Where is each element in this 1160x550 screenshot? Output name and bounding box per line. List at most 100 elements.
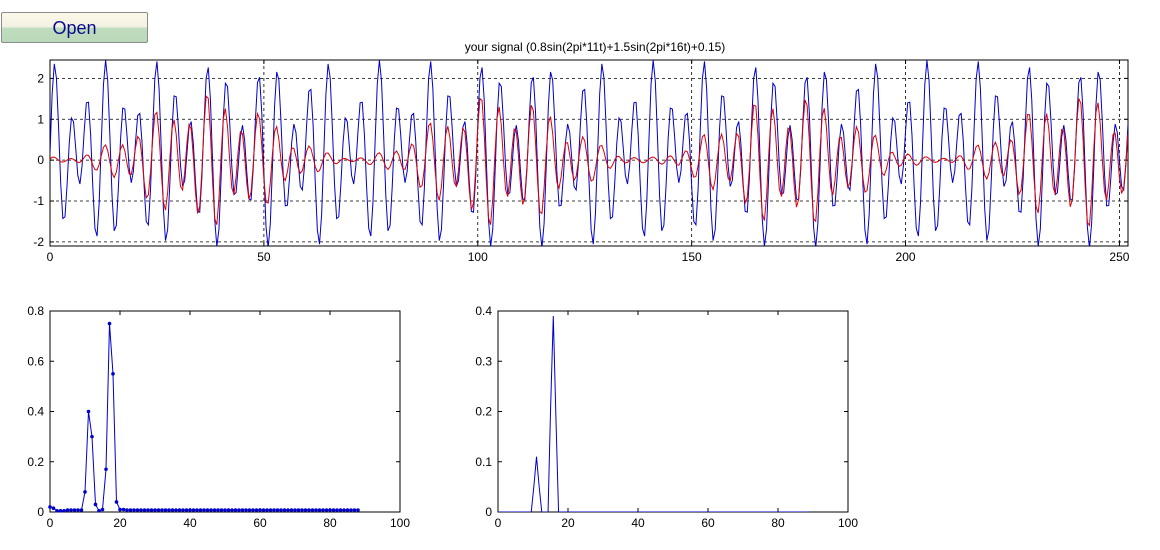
- data-point: [275, 508, 280, 512]
- x-tick-label: 80: [323, 516, 337, 530]
- data-point: [293, 508, 297, 512]
- data-point: [282, 508, 287, 512]
- data-point: [310, 508, 315, 512]
- x-tick-label: 250: [1109, 250, 1129, 264]
- x-tick-label: 150: [682, 250, 702, 264]
- x-tick-label: 80: [771, 516, 785, 530]
- data-point: [219, 508, 224, 512]
- spectrum-stem-plot: 0 20 40 60 80 100 0 0.2 0.4 0.6 0.8: [27, 304, 410, 530]
- data-point: [198, 508, 203, 512]
- data-point: [342, 508, 346, 512]
- data-point: [195, 508, 199, 512]
- data-point: [307, 508, 311, 512]
- x-tick-label: 0: [495, 516, 502, 530]
- x-tick-label: 40: [183, 516, 197, 530]
- data-point: [216, 508, 220, 512]
- x-tick-label: 20: [561, 516, 575, 530]
- data-point: [174, 508, 178, 512]
- data-point: [324, 508, 329, 512]
- data-point: [345, 508, 350, 512]
- x-tick-label: 100: [468, 250, 488, 264]
- data-point: [146, 508, 150, 512]
- series-line-1: [50, 95, 1128, 227]
- data-point: [156, 508, 161, 512]
- data-point: [272, 508, 276, 512]
- data-point: [251, 508, 255, 512]
- data-point: [184, 508, 189, 512]
- data-point: [69, 508, 73, 512]
- y-tick-label: 0: [37, 505, 44, 519]
- axes-frame: [49, 310, 401, 513]
- data-point: [233, 508, 238, 512]
- x-tick-label: 20: [113, 516, 127, 530]
- y-tick-label: 0: [485, 505, 492, 519]
- data-point: [167, 508, 171, 512]
- data-point: [107, 321, 112, 326]
- data-point: [303, 508, 308, 512]
- data-point: [114, 500, 119, 504]
- data-point: [160, 508, 164, 512]
- data-point: [261, 508, 266, 512]
- data-point: [268, 508, 273, 512]
- open-button[interactable]: Open: [1, 12, 148, 43]
- data-point: [352, 508, 357, 512]
- data-point: [55, 508, 59, 513]
- data-point: [48, 505, 52, 509]
- data-point: [153, 508, 157, 512]
- y-tick-label: 0.4: [475, 304, 492, 318]
- y-tick-label: -2: [33, 235, 44, 249]
- data-point: [125, 508, 129, 512]
- data-point: [86, 409, 91, 414]
- data-point: [111, 372, 115, 376]
- x-tick-label: 60: [253, 516, 267, 530]
- data-point: [132, 508, 136, 512]
- data-point: [76, 508, 80, 512]
- data-point: [62, 508, 66, 513]
- data-point: [300, 508, 304, 512]
- y-tick-label: -1: [33, 194, 44, 208]
- data-point: [118, 507, 122, 512]
- x-tick-label: 200: [896, 250, 916, 264]
- data-point: [93, 502, 98, 507]
- open-button-label: Open: [52, 18, 97, 38]
- data-point: [254, 508, 259, 512]
- data-point: [104, 467, 108, 472]
- data-point: [142, 508, 147, 512]
- series-line-0: [50, 60, 1128, 246]
- y-tick-label: 0.2: [475, 405, 492, 419]
- data-point: [317, 508, 322, 512]
- x-tick-label: 100: [838, 516, 858, 530]
- data-point: [128, 508, 133, 512]
- x-tick-label: 50: [257, 250, 271, 264]
- chart-title: your signal (0.8sin(2pi*11t)+1.5sin(2pi*…: [465, 40, 726, 54]
- data-point: [338, 508, 343, 512]
- data-point: [149, 508, 154, 512]
- data-point: [226, 508, 231, 512]
- data-point: [177, 508, 182, 512]
- data-point: [314, 508, 318, 512]
- data-point: [209, 508, 213, 512]
- y-tick-label: 0: [37, 153, 44, 167]
- data-point: [240, 508, 245, 512]
- data-point: [258, 508, 262, 512]
- data-point: [100, 507, 105, 512]
- data-point: [356, 508, 360, 512]
- data-point: [72, 508, 77, 512]
- data-point: [191, 508, 196, 512]
- signal-plot: 0 50 100 150 200 250 -2 -1 0 1 2: [33, 59, 1130, 264]
- y-tick-label: 0.2: [27, 455, 44, 469]
- x-tick-label: 100: [390, 516, 410, 530]
- x-tick-label: 60: [701, 516, 715, 530]
- spectrum-line-plot: 0 20 40 60 80 100 0 0.1 0.2 0.3 0.4: [475, 304, 858, 530]
- data-point: [135, 508, 140, 512]
- data-point: [83, 490, 87, 494]
- y-tick-label: 0.4: [27, 405, 44, 419]
- y-tick-label: 0.6: [27, 354, 44, 368]
- data-point: [181, 508, 185, 512]
- data-point: [139, 508, 143, 512]
- data-point: [279, 508, 283, 512]
- data-point: [321, 508, 325, 512]
- data-point: [97, 508, 101, 513]
- data-point: [286, 508, 290, 512]
- series-line-0: [498, 316, 810, 512]
